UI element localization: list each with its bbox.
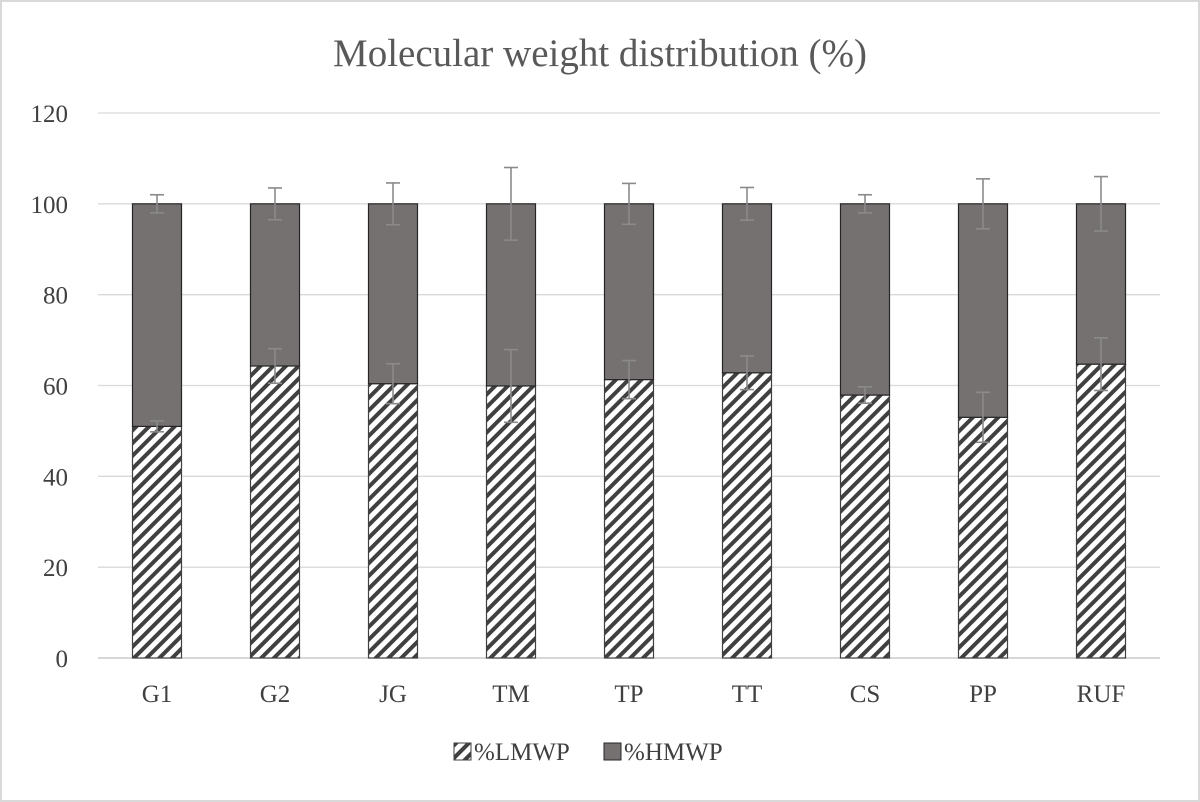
x-tick-label: TM xyxy=(492,681,530,708)
bar-hmwp xyxy=(603,203,655,381)
error-bar-hmwp xyxy=(1094,175,1108,232)
legend-label: %LMWP xyxy=(474,739,570,766)
bar-hmwp xyxy=(131,203,183,427)
y-tick-label: 40 xyxy=(43,464,68,491)
x-tick-label: RUF xyxy=(1077,681,1126,708)
error-bar-hmwp xyxy=(268,187,282,221)
x-tick-label: G1 xyxy=(142,681,173,708)
bar-lmwp xyxy=(485,385,537,659)
y-tick-label: 60 xyxy=(43,374,68,401)
bar-lmwp xyxy=(839,394,891,659)
error-bar-hmwp xyxy=(150,193,164,214)
error-bar-lmwp xyxy=(268,347,282,385)
x-axis-tick-labels: G1 G2 JG TM TP TT CS PP RUF xyxy=(142,681,1126,708)
bar-lmwp xyxy=(721,372,773,659)
bar-hmwp xyxy=(957,203,1009,418)
error-bar-lmwp xyxy=(622,359,636,400)
legend-label: %HMWP xyxy=(624,739,723,766)
legend-item: %HMWP xyxy=(603,739,723,766)
bar-lmwp xyxy=(367,383,419,659)
x-tick-label: TT xyxy=(732,681,763,708)
error-bar-hmwp xyxy=(740,186,754,221)
x-tick-label: CS xyxy=(850,681,881,708)
error-bar-lmwp xyxy=(504,348,518,424)
legend-swatch-lmwp xyxy=(453,742,472,761)
y-tick-label: 20 xyxy=(43,555,68,582)
x-tick-label: G2 xyxy=(260,681,291,708)
error-bar-hmwp xyxy=(976,178,990,230)
x-tick-label: PP xyxy=(969,681,997,708)
bar-lmwp xyxy=(603,378,655,659)
error-bar-lmwp xyxy=(1094,337,1108,392)
bar-lmwp xyxy=(1075,363,1127,659)
error-bar-lmwp xyxy=(150,420,164,433)
y-tick-label: 100 xyxy=(31,192,69,219)
bar-lmwp xyxy=(249,365,301,659)
bar-lmwp xyxy=(131,425,183,659)
error-bar-hmwp xyxy=(386,182,400,226)
x-tick-label: JG xyxy=(379,681,407,708)
bars xyxy=(131,203,1127,659)
legend-item: %LMWP xyxy=(453,739,570,766)
x-tick-label: TP xyxy=(614,681,643,708)
bar-hmwp xyxy=(839,203,891,396)
error-bars xyxy=(150,166,1108,444)
chart-title: Molecular weight distribution (%) xyxy=(333,32,867,75)
error-bar-hmwp xyxy=(504,166,518,241)
bar-hmwp xyxy=(249,203,301,367)
error-bar-lmwp xyxy=(386,362,400,405)
bar-lmwp xyxy=(957,416,1009,659)
y-tick-label: 80 xyxy=(43,283,68,310)
error-bar-hmwp xyxy=(858,193,872,214)
error-bar-lmwp xyxy=(740,355,754,391)
y-tick-label: 120 xyxy=(31,101,69,128)
error-bar-lmwp xyxy=(976,391,990,444)
legend: %LMWP %HMWP xyxy=(453,739,723,766)
error-bar-hmwp xyxy=(622,182,636,226)
bar-hmwp xyxy=(367,203,419,385)
legend-swatch-hmwp xyxy=(603,742,622,761)
error-bar-lmwp xyxy=(858,386,872,405)
y-axis-tick-labels: 0 20 40 60 80 100 120 xyxy=(31,101,69,673)
bar-hmwp xyxy=(721,203,773,374)
y-tick-label: 0 xyxy=(56,646,69,673)
